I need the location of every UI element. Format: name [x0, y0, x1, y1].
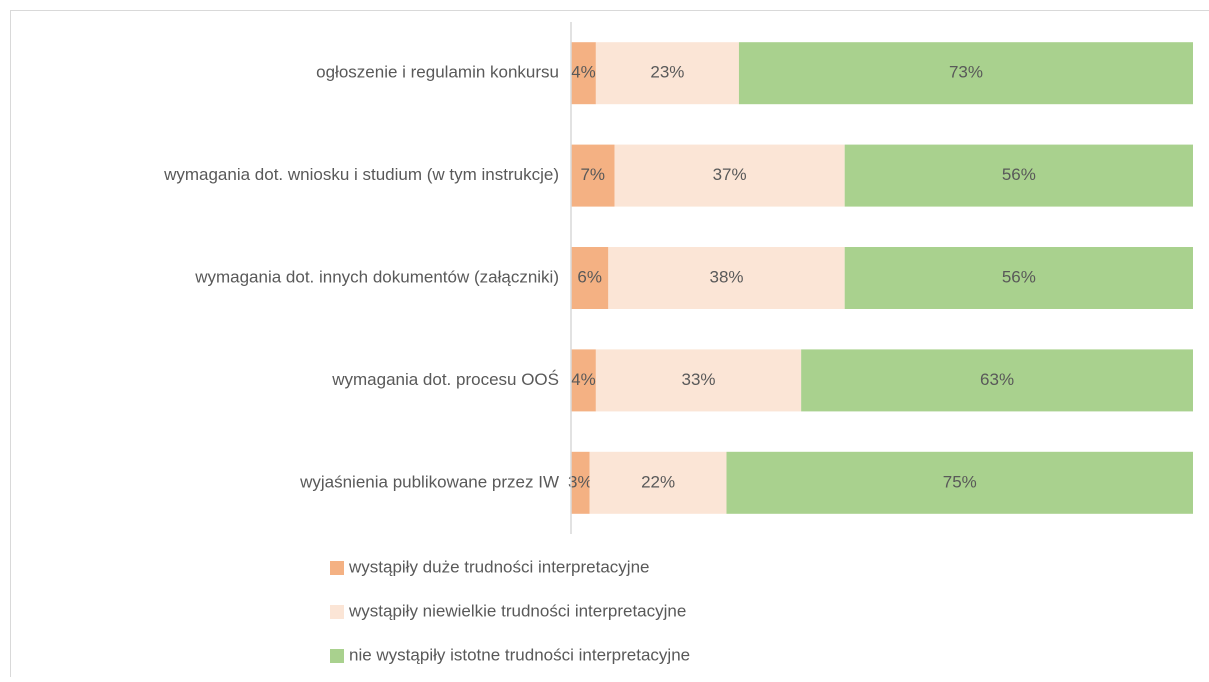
- value-label: 56%: [1002, 165, 1036, 184]
- value-label: 4%: [571, 370, 596, 389]
- value-label: 73%: [949, 63, 983, 82]
- legend-swatch: [330, 561, 344, 575]
- legend-swatch: [330, 649, 344, 663]
- value-label: 63%: [980, 370, 1014, 389]
- value-label: 6%: [577, 267, 602, 286]
- value-label: 75%: [943, 472, 977, 491]
- legend-label: wystąpiły duże trudności interpretacyjne: [348, 557, 649, 576]
- category-label: wymagania dot. procesu OOŚ: [331, 370, 559, 389]
- category-label: wyjaśnienia publikowane przez IW: [299, 472, 559, 491]
- value-label: 4%: [571, 63, 596, 82]
- value-label: 7%: [580, 165, 605, 184]
- chart-border: [11, 11, 1209, 678]
- value-label: 38%: [709, 267, 743, 286]
- legend-label: nie wystąpiły istotne trudności interpre…: [349, 645, 690, 664]
- legend-swatch: [330, 605, 344, 619]
- category-label: wymagania dot. innych dokumentów (załącz…: [194, 267, 559, 286]
- value-label: 22%: [641, 472, 675, 491]
- value-label: 33%: [681, 370, 715, 389]
- category-label: wymagania dot. wniosku i studium (w tym …: [163, 165, 559, 184]
- category-label: ogłoszenie i regulamin konkursu: [316, 63, 559, 82]
- legend-label: wystąpiły niewielkie trudności interpret…: [348, 601, 686, 620]
- value-label: 56%: [1002, 267, 1036, 286]
- value-label: 23%: [650, 63, 684, 82]
- value-label: 37%: [713, 165, 747, 184]
